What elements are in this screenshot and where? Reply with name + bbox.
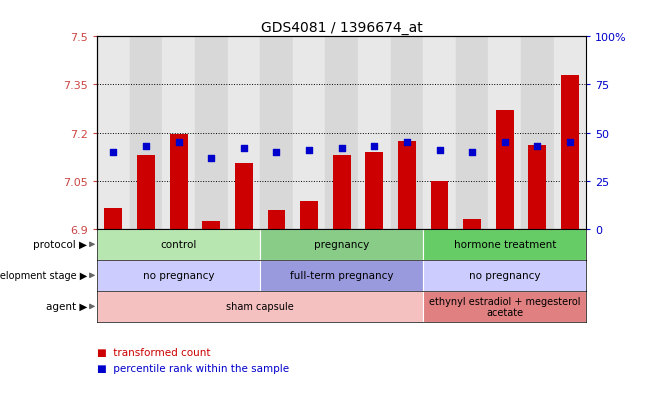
Text: ■  transformed count: ■ transformed count (97, 347, 210, 357)
Point (499, 140, 510, 146)
Point (565, 140, 576, 146)
Bar (365, 152, 383, 229)
Point (336, 145, 347, 152)
Bar (260, 229, 423, 260)
Text: protocol ▶: protocol ▶ (34, 240, 87, 250)
Text: ethynyl estradiol + megesterol
acetate: ethynyl estradiol + megesterol acetate (429, 296, 580, 318)
Text: hormone treatment: hormone treatment (454, 240, 556, 250)
Bar (300, 202, 318, 229)
Bar (97, 260, 260, 291)
Text: full-term pregnancy: full-term pregnancy (290, 271, 393, 281)
Bar (423, 37, 456, 229)
Bar (235, 164, 253, 229)
Bar (326, 37, 358, 229)
Bar (267, 210, 285, 229)
Bar (195, 37, 228, 229)
Bar (423, 291, 586, 322)
Bar (170, 135, 188, 229)
Text: development stage ▶: development stage ▶ (0, 271, 87, 281)
Bar (358, 37, 391, 229)
Bar (97, 229, 260, 260)
Bar (456, 37, 488, 229)
Text: pregnancy: pregnancy (314, 240, 369, 250)
Bar (561, 76, 579, 229)
Bar (488, 37, 521, 229)
Point (206, 155, 216, 161)
Point (467, 149, 478, 156)
Text: no pregnancy: no pregnancy (143, 271, 214, 281)
Point (174, 140, 184, 146)
Point (141, 143, 151, 150)
Point (304, 147, 314, 154)
Bar (202, 221, 220, 229)
Bar (130, 37, 162, 229)
Bar (260, 260, 423, 291)
Bar (162, 37, 195, 229)
Point (401, 140, 412, 146)
Text: ■  percentile rank within the sample: ■ percentile rank within the sample (97, 363, 289, 373)
Bar (260, 37, 293, 229)
Bar (423, 260, 586, 291)
Point (108, 149, 119, 156)
Bar (463, 220, 481, 229)
Bar (553, 37, 586, 229)
Bar (423, 229, 586, 260)
Bar (105, 209, 123, 229)
Point (271, 149, 282, 156)
Point (532, 143, 543, 150)
Text: sham capsule: sham capsule (226, 301, 294, 312)
Bar (97, 291, 423, 322)
Bar (521, 37, 553, 229)
Bar (431, 181, 448, 229)
Point (434, 147, 445, 154)
Bar (228, 37, 260, 229)
Bar (137, 156, 155, 229)
Bar (97, 37, 130, 229)
Bar (496, 111, 514, 229)
Text: control: control (161, 240, 197, 250)
Bar (293, 37, 326, 229)
Title: GDS4081 / 1396674_at: GDS4081 / 1396674_at (261, 21, 423, 35)
Bar (398, 141, 416, 229)
Point (369, 143, 380, 150)
Bar (391, 37, 423, 229)
Bar (529, 146, 546, 229)
Text: no pregnancy: no pregnancy (469, 271, 541, 281)
Bar (333, 156, 350, 229)
Point (239, 145, 249, 152)
Text: agent ▶: agent ▶ (46, 301, 87, 312)
